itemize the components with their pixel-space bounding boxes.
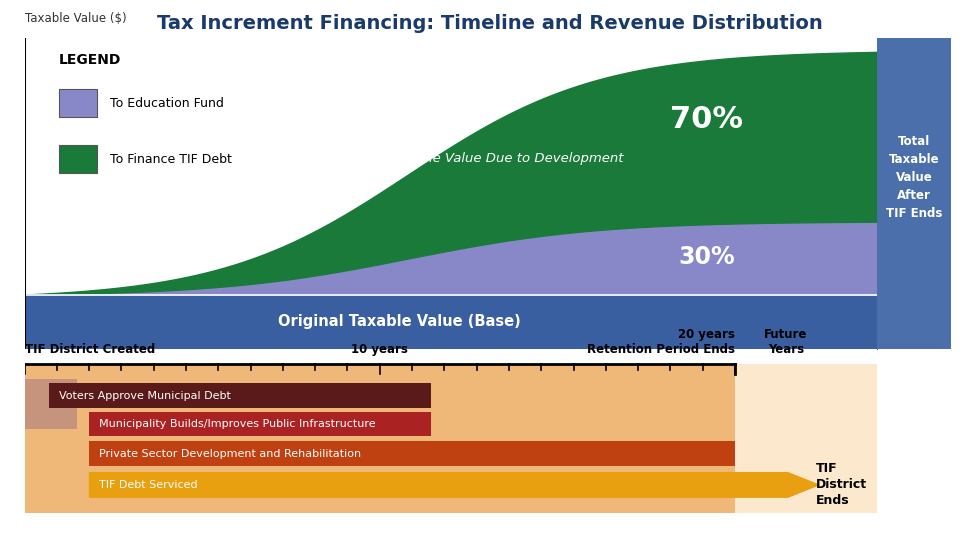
Text: Municipality Builds/Improves Public Infrastructure: Municipality Builds/Improves Public Infr… (99, 419, 375, 429)
Polygon shape (89, 473, 818, 497)
Text: To Finance TIF Debt: To Finance TIF Debt (110, 153, 231, 166)
Text: TIF Debt Serviced: TIF Debt Serviced (99, 480, 198, 490)
Text: Future
Years: Future Years (764, 328, 808, 357)
FancyBboxPatch shape (59, 89, 97, 117)
Text: LEGEND: LEGEND (59, 54, 121, 68)
Text: TIF District Created: TIF District Created (24, 344, 155, 357)
FancyBboxPatch shape (89, 412, 430, 436)
Text: Voters Approve Municipal Debt: Voters Approve Municipal Debt (59, 391, 230, 400)
Text: Original Taxable Value (Base): Original Taxable Value (Base) (278, 314, 521, 329)
Text: Tax Increment Financing: Timeline and Revenue Distribution: Tax Increment Financing: Timeline and Re… (157, 14, 823, 32)
FancyBboxPatch shape (24, 379, 77, 428)
Text: To Education Fund: To Education Fund (110, 97, 223, 110)
Text: Private Sector Development and Rehabilitation: Private Sector Development and Rehabilit… (99, 448, 362, 459)
Text: 70%: 70% (670, 105, 743, 134)
FancyBboxPatch shape (89, 441, 735, 466)
Text: 20 years
Retention Period Ends: 20 years Retention Period Ends (587, 328, 735, 357)
FancyBboxPatch shape (24, 364, 735, 513)
Text: 30%: 30% (678, 245, 735, 269)
FancyBboxPatch shape (735, 364, 877, 513)
Text: Total
Taxable
Value
After
TIF Ends: Total Taxable Value After TIF Ends (886, 135, 942, 220)
Text: TIF
District
Ends: TIF District Ends (816, 463, 867, 507)
FancyBboxPatch shape (49, 383, 430, 408)
Text: Increase in Taxable Value Due to Development: Increase in Taxable Value Due to Develop… (313, 152, 623, 165)
Text: Taxable Value ($): Taxable Value ($) (24, 12, 126, 25)
Text: 10 years: 10 years (351, 344, 409, 357)
FancyBboxPatch shape (59, 145, 97, 173)
